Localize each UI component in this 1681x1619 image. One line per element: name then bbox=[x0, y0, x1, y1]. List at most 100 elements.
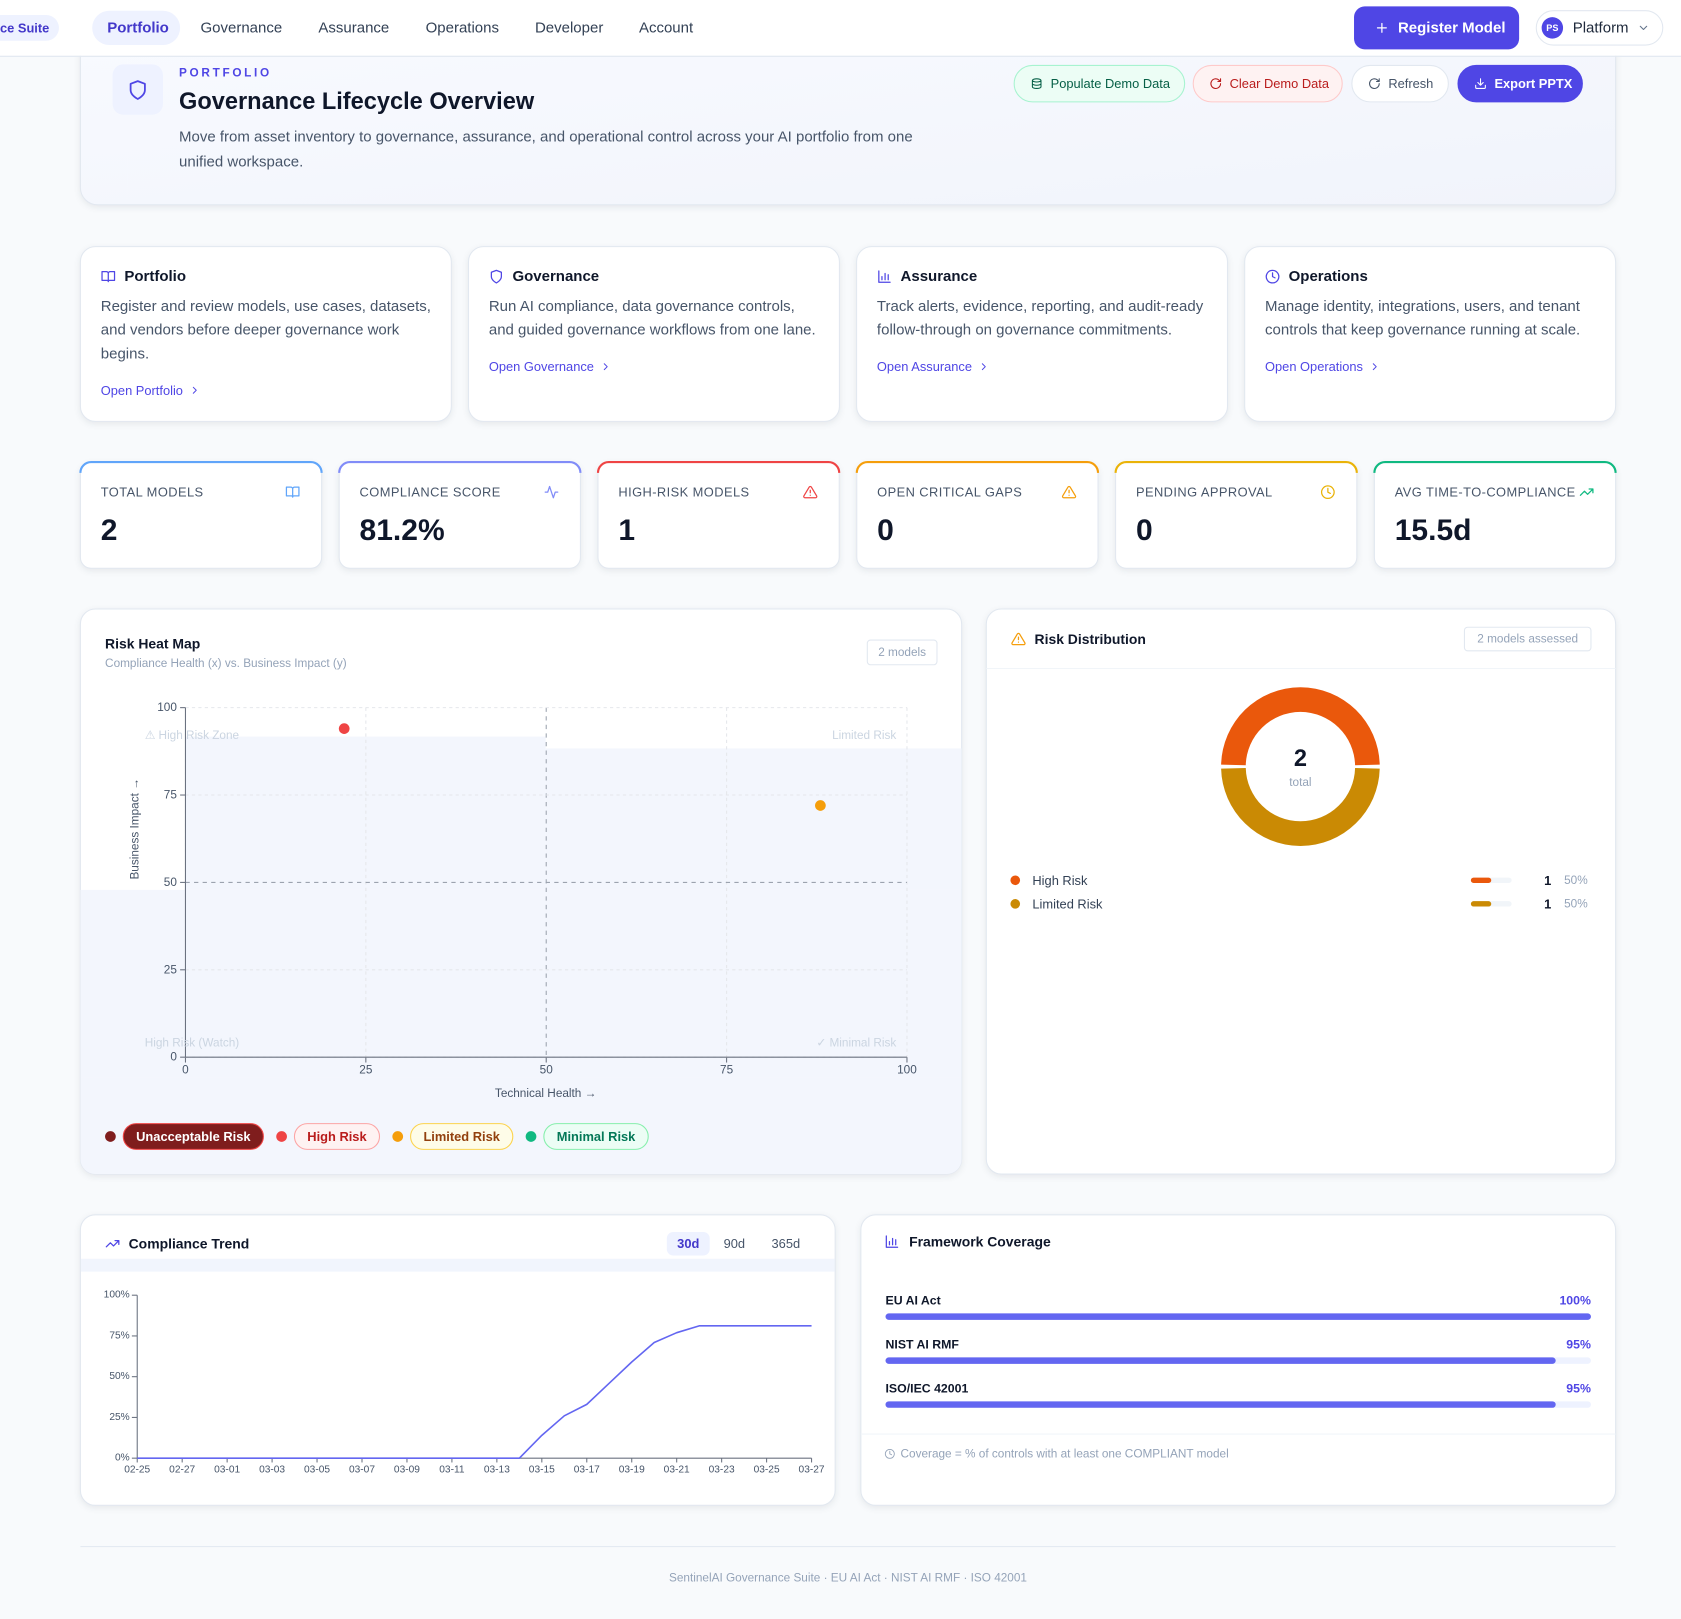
kpi-label: COMPLIANCE SCORE bbox=[360, 485, 501, 500]
kpi-accent bbox=[79, 461, 323, 473]
register-label[interactable]: Register Model bbox=[1398, 19, 1506, 36]
range-button[interactable]: 30d bbox=[677, 1236, 699, 1251]
lane-link[interactable]: Open Portfolio bbox=[101, 383, 183, 398]
x-tick-label: 03-05 bbox=[304, 1464, 330, 1475]
badge-label: 2 models bbox=[878, 646, 926, 659]
badge bbox=[866, 639, 938, 666]
donut-segment bbox=[1221, 687, 1380, 766]
brand: ce Suite bbox=[0, 20, 49, 35]
workspace-pill[interactable] bbox=[1535, 10, 1664, 46]
y-axis-title: Business Impact → bbox=[129, 778, 142, 880]
kpi-label: HIGH-RISK MODELS bbox=[618, 485, 749, 500]
coverage-bar bbox=[885, 1401, 1556, 1408]
action-button-label[interactable]: Refresh bbox=[1388, 76, 1433, 91]
y-tick-label: 0 bbox=[170, 1051, 177, 1064]
action-button[interactable] bbox=[1013, 64, 1186, 103]
header-icon-box bbox=[112, 64, 163, 115]
coverage-note: Coverage = % of controls with at least o… bbox=[901, 1447, 1229, 1460]
x-tick-label: 75 bbox=[720, 1064, 734, 1077]
lane-link[interactable]: Open Governance bbox=[489, 359, 594, 374]
zone-shading bbox=[545, 748, 962, 890]
y-tick-label: 25 bbox=[164, 963, 178, 976]
range-active bbox=[666, 1231, 710, 1256]
nav-item[interactable]: Portfolio bbox=[107, 19, 169, 36]
coverage-bar bbox=[885, 1313, 1591, 1320]
icon bbox=[603, 363, 608, 371]
icon bbox=[101, 270, 116, 283]
badge bbox=[1463, 626, 1592, 652]
action-button[interactable] bbox=[1192, 64, 1343, 103]
action-button-label[interactable]: Populate Demo Data bbox=[1051, 76, 1171, 91]
distribution-card bbox=[985, 608, 1617, 1175]
avatar bbox=[1541, 17, 1564, 39]
legend-label: Limited Risk bbox=[1032, 896, 1103, 911]
nav-item[interactable]: Developer bbox=[535, 19, 603, 36]
icon bbox=[1369, 78, 1380, 89]
y-tick-label: 75% bbox=[109, 1330, 129, 1341]
lane-card bbox=[1244, 246, 1617, 422]
action-button[interactable] bbox=[1457, 64, 1583, 103]
kpi-label: OPEN CRITICAL GAPS bbox=[877, 485, 1022, 500]
icon bbox=[105, 1239, 120, 1248]
lane-text: Manage identity, integrations, users, an… bbox=[1265, 298, 1581, 315]
brand-pill bbox=[0, 15, 59, 41]
share-label: 50% bbox=[1564, 874, 1588, 887]
range-button[interactable]: 90d bbox=[724, 1236, 745, 1251]
lane-title: Portfolio bbox=[124, 268, 186, 285]
kpi-label: AVG TIME-TO-COMPLIANCE bbox=[1395, 485, 1576, 500]
x-tick-label: 03-27 bbox=[799, 1464, 825, 1475]
kpi-value: 0 bbox=[877, 514, 894, 547]
icon bbox=[1061, 485, 1077, 499]
lane-title: Assurance bbox=[901, 268, 978, 285]
description: unified workspace. bbox=[179, 153, 303, 170]
share-label: 50% bbox=[1564, 897, 1588, 910]
count-label: 1 bbox=[1544, 873, 1551, 888]
x-tick-label: 03-01 bbox=[214, 1464, 240, 1475]
x-tick-label: 03-23 bbox=[709, 1464, 735, 1475]
icon bbox=[1321, 485, 1335, 499]
coverage-label: 95% bbox=[1566, 1381, 1591, 1395]
nav-item[interactable]: Governance bbox=[200, 19, 282, 36]
icon bbox=[1265, 269, 1280, 284]
lane-card bbox=[79, 246, 452, 422]
x-tick-label: 03-03 bbox=[259, 1464, 285, 1475]
x-axis-title: Technical Health → bbox=[495, 1087, 596, 1100]
nav-item[interactable]: Account bbox=[639, 19, 694, 36]
legend-chip bbox=[410, 1123, 514, 1150]
legend-chip bbox=[122, 1123, 264, 1150]
legend-dot bbox=[525, 1131, 537, 1142]
range-button[interactable]: 365d bbox=[772, 1236, 801, 1251]
kpi-accent bbox=[338, 461, 582, 473]
register-button[interactable] bbox=[1354, 6, 1520, 50]
y-tick-label: 50 bbox=[164, 876, 178, 889]
icon bbox=[1372, 363, 1377, 371]
kpi-value: 1 bbox=[618, 514, 635, 547]
chart-title: Risk Heat Map bbox=[105, 635, 200, 651]
lane-link[interactable]: Open Operations bbox=[1265, 359, 1363, 374]
lane-link[interactable]: Open Assurance bbox=[877, 359, 972, 374]
icon bbox=[1475, 78, 1486, 89]
chart-subtitle: Compliance Health (x) vs. Business Impac… bbox=[105, 657, 347, 670]
share-bar bbox=[1470, 877, 1492, 883]
icon bbox=[803, 485, 818, 499]
lane-text: begins. bbox=[101, 345, 149, 362]
legend-chip bbox=[293, 1123, 381, 1150]
x-tick-label: 03-07 bbox=[349, 1464, 375, 1475]
legend-dot bbox=[1010, 875, 1021, 886]
action-button-label[interactable]: Clear Demo Data bbox=[1230, 76, 1330, 91]
lane-text: Register and review models, use cases, d… bbox=[101, 298, 431, 315]
count-label: 1 bbox=[1544, 896, 1551, 911]
nav-item[interactable]: Operations bbox=[426, 19, 499, 36]
model-point bbox=[338, 723, 350, 734]
action-button-label[interactable]: Export PPTX bbox=[1494, 76, 1572, 91]
icon bbox=[544, 485, 559, 499]
y-tick-label: 50% bbox=[109, 1371, 129, 1382]
lane-title: Governance bbox=[512, 268, 599, 285]
zone-label: ✓ Minimal Risk bbox=[816, 1037, 896, 1050]
x-tick-label: 100 bbox=[897, 1064, 917, 1077]
action-button[interactable] bbox=[1351, 64, 1449, 103]
nav-item[interactable]: Assurance bbox=[318, 19, 389, 36]
framework-name: NIST AI RMF bbox=[886, 1338, 960, 1352]
avatar-initials: PS bbox=[1546, 23, 1558, 33]
page-title: Governance Lifecycle Overview bbox=[179, 88, 535, 114]
